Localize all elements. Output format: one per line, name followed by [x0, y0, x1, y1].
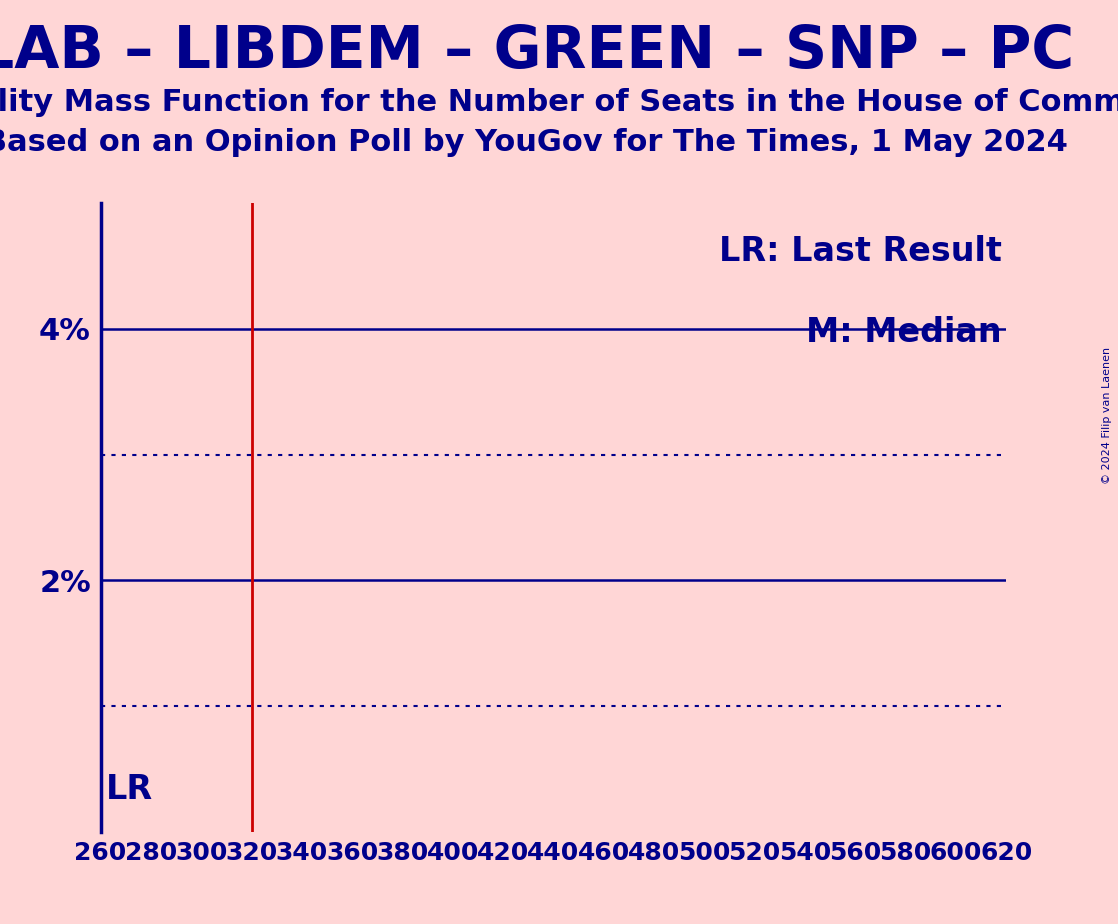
Text: LAB – LIBDEM – GREEN – SNP – PC: LAB – LIBDEM – GREEN – SNP – PC: [0, 23, 1074, 80]
Text: M: Median: M: Median: [806, 316, 1002, 349]
Text: © 2024 Filip van Laenen: © 2024 Filip van Laenen: [1102, 347, 1112, 484]
Text: Probability Mass Function for the Number of Seats in the House of Commons: Probability Mass Function for the Number…: [0, 88, 1118, 116]
Text: LR: Last Result: LR: Last Result: [719, 235, 1002, 268]
Text: LR: LR: [106, 773, 153, 807]
Text: Based on an Opinion Poll by YouGov for The Times, 1 May 2024: Based on an Opinion Poll by YouGov for T…: [0, 128, 1068, 156]
